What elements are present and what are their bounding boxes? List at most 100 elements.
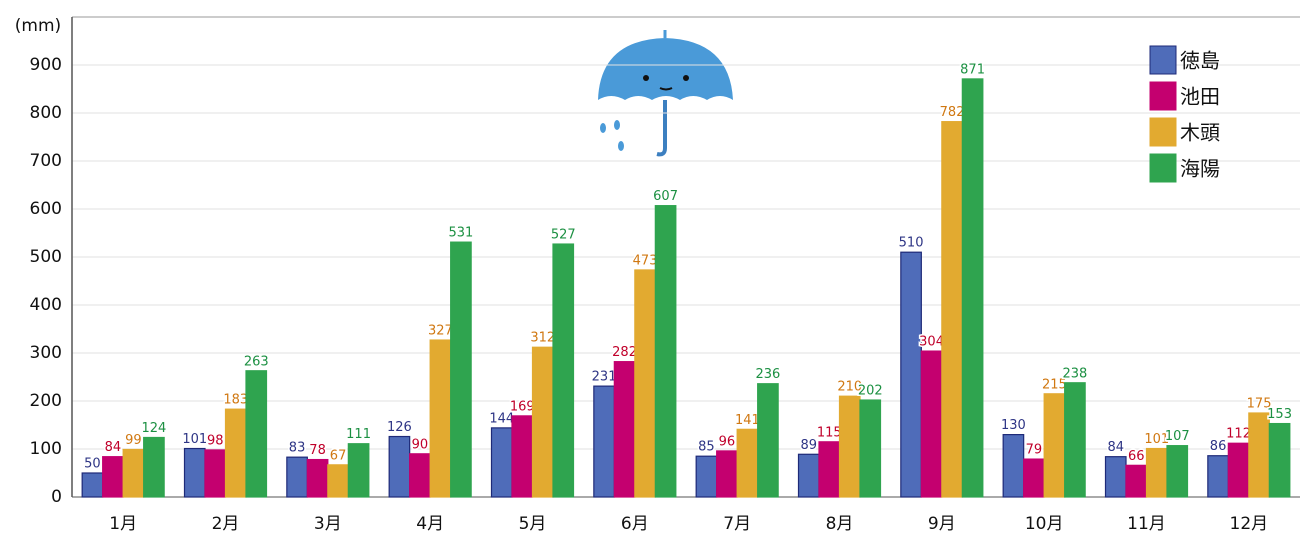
x-tick-label: 9月 [928, 514, 956, 534]
value-label: 312 [530, 331, 555, 346]
bar [245, 370, 268, 498]
y-tick-label: 500 [30, 247, 62, 267]
bar [797, 453, 820, 498]
y-tick-label: 700 [30, 151, 62, 171]
umbrella-icon [598, 30, 733, 157]
legend-swatch [1149, 45, 1177, 75]
y-tick-label: 800 [30, 103, 62, 123]
bar [1166, 445, 1189, 498]
x-tick-label: 4月 [416, 514, 444, 534]
bar [450, 241, 472, 498]
bar [102, 456, 124, 498]
y-tick-label: 900 [30, 55, 62, 75]
value-label: 107 [1165, 429, 1190, 444]
value-label: 607 [653, 189, 678, 204]
bar [716, 450, 738, 498]
value-label: 98 [207, 433, 224, 448]
value-label: 99 [125, 433, 142, 448]
legend-label: 池田 [1180, 85, 1220, 109]
bar [859, 399, 882, 498]
bar [1227, 442, 1250, 498]
value-label: 50 [84, 457, 101, 472]
x-tick-label: 12月 [1230, 514, 1269, 534]
value-label: 141 [735, 413, 760, 428]
value-label: 124 [142, 421, 167, 436]
y-axis-label: (mm) [15, 16, 61, 36]
legend-label: 徳島 [1180, 49, 1220, 73]
x-tick-label: 11月 [1127, 514, 1166, 534]
bar [757, 383, 779, 498]
x-tick-label: 8月 [826, 514, 854, 534]
bar [327, 464, 349, 498]
x-tick-label: 2月 [212, 514, 240, 534]
bar [490, 427, 513, 498]
value-label: 83 [289, 441, 306, 456]
value-label: 215 [1042, 377, 1067, 392]
bar [1023, 458, 1045, 498]
bar [654, 205, 677, 498]
bar [900, 251, 922, 498]
value-label: 101 [1144, 432, 1169, 447]
y-tick-label: 200 [30, 391, 62, 411]
value-label: 144 [489, 411, 514, 426]
bar [409, 453, 431, 498]
value-label: 96 [719, 434, 736, 449]
value-label: 126 [387, 420, 412, 435]
x-tick-label: 1月 [109, 514, 137, 534]
bar [552, 243, 575, 498]
value-label: 79 [1026, 443, 1043, 458]
bar [941, 121, 963, 498]
bar [224, 408, 247, 498]
x-tick-label: 5月 [519, 514, 547, 534]
bar [286, 456, 308, 498]
bar [613, 361, 636, 498]
bar [122, 448, 145, 498]
value-label: 304 [919, 335, 944, 350]
value-label: 84 [1107, 440, 1124, 455]
value-label: 169 [510, 399, 535, 414]
bar [204, 449, 227, 498]
value-label: 473 [633, 253, 658, 268]
value-label: 86 [1210, 439, 1227, 454]
y-tick-label: 400 [30, 295, 62, 315]
x-tick-label: 3月 [314, 514, 342, 534]
bar [1145, 447, 1168, 498]
value-label: 202 [858, 384, 883, 399]
value-label: 210 [837, 380, 862, 395]
bar [429, 339, 452, 498]
x-tick-label: 6月 [621, 514, 649, 534]
value-label: 111 [346, 427, 371, 442]
bar [531, 346, 554, 498]
bar [1207, 455, 1229, 498]
value-label: 231 [592, 370, 617, 385]
value-label: 84 [105, 440, 122, 455]
value-label: 153 [1267, 407, 1292, 422]
value-label: 236 [756, 367, 781, 382]
value-label: 527 [551, 228, 576, 243]
value-label: 90 [412, 437, 429, 452]
value-label: 531 [449, 226, 474, 241]
bar [1125, 464, 1148, 498]
bar [593, 385, 615, 498]
value-label: 175 [1247, 397, 1272, 412]
y-tick-label: 600 [30, 199, 62, 219]
legend-label: 海陽 [1180, 157, 1220, 181]
bar [1104, 456, 1127, 498]
value-label: 78 [309, 443, 326, 458]
legend-label: 木頭 [1180, 121, 1220, 145]
bar [1002, 434, 1025, 498]
value-label: 282 [612, 345, 637, 360]
value-label: 327 [428, 324, 453, 339]
bar [1268, 422, 1291, 498]
value-label: 101 [182, 432, 207, 447]
bar [920, 350, 943, 498]
x-tick-label: 7月 [723, 514, 751, 534]
value-label: 67 [330, 448, 347, 463]
value-label: 183 [223, 393, 248, 408]
bar [1064, 382, 1086, 498]
bar [388, 435, 411, 498]
bar [736, 428, 759, 498]
bar [961, 78, 984, 498]
